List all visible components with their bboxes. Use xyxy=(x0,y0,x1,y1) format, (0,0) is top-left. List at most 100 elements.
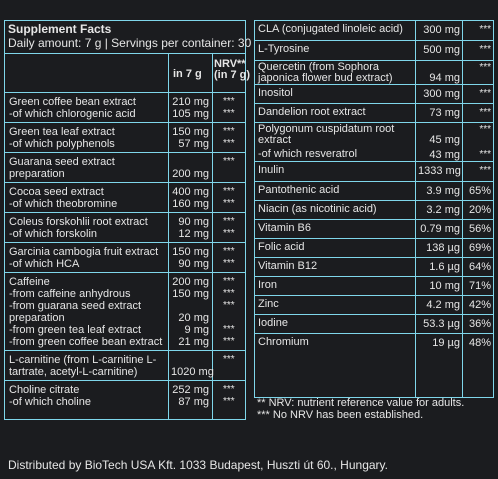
nrv-value: *** xyxy=(223,228,235,239)
nutrient-amount: 45 mg xyxy=(429,134,460,146)
nutrient-name: Vitamin B12 xyxy=(258,260,318,272)
ingredient-name: Guarana seed extract preparation xyxy=(9,156,115,180)
nutrient-amount: 73 mg xyxy=(429,107,460,119)
nrv-value: *** xyxy=(223,198,235,209)
nutrient-row: Chromium 19 µg 48% xyxy=(255,333,493,354)
nutrient-amount: 4.2 mg xyxy=(426,299,460,311)
ingredient-group: Caffeine 200 mg *** -from caffeine anhydrou… xyxy=(5,272,245,351)
ingredient-name: -of which HCA xyxy=(9,258,80,270)
nutrient-name: Inulin xyxy=(258,164,285,176)
ingredient-group: Guarana seed extract preparation 200 mg **… xyxy=(5,152,245,183)
nutrient-name: CLA (conjugated linoleic acid) xyxy=(258,23,403,35)
nutrient-row: Niacin (as nicotinic acid) 3.2 mg 20% xyxy=(255,200,493,220)
nutrient-row: Iron 10 mg 71% xyxy=(255,276,493,296)
nutrient-name: Folic acid xyxy=(258,241,305,253)
right-col-divider-2 xyxy=(462,21,463,397)
ingredient-name: Green tea leaf extract xyxy=(9,126,115,138)
ingredient-name: Green coffee bean extract xyxy=(9,96,136,108)
nrv-value: *** xyxy=(223,108,235,119)
ingredient-amount: 150 mg xyxy=(172,126,209,138)
left-col-divider-2 xyxy=(212,54,213,419)
ingredient-amount: 9 mg xyxy=(184,324,209,336)
ingredient-name: -from guarana seed extract preparation xyxy=(9,300,142,324)
col-header-nrv: NRV** (in 7 g) xyxy=(214,58,251,81)
nrv-value: *** xyxy=(223,276,235,287)
ingredient-amount: 200 mg xyxy=(172,276,209,288)
nutrient-amount: 138 µg xyxy=(426,242,460,254)
nutrient-name: Polygonum cuspidatum root extract xyxy=(258,123,395,146)
nutrient-nrv: 69% xyxy=(468,242,491,254)
nutrient-amount: 10 mg xyxy=(429,280,460,292)
nutrient-nrv: 48% xyxy=(468,337,491,349)
nutrient-nrv: *** xyxy=(479,124,491,135)
ingredient-name: Caffeine xyxy=(9,276,50,288)
nutrient-nrv: *** xyxy=(479,107,491,118)
ingredient-amount: 200 mg xyxy=(172,168,209,180)
nrv-value: *** xyxy=(223,354,235,365)
nrv-value: *** xyxy=(223,186,235,197)
nutrient-row: Dandelion root extract 73 mg *** xyxy=(255,103,493,123)
nutrient-name: Dandelion root extract xyxy=(258,106,366,118)
nutrient-name: Chromium xyxy=(258,336,309,348)
nrv-value: *** xyxy=(223,384,235,395)
nutrient-nrv: *** xyxy=(479,24,491,35)
nrv-value: *** xyxy=(223,300,235,311)
nutrient-amount: 500 mg xyxy=(423,44,460,56)
nutrient-nrv: *** xyxy=(479,44,491,55)
nutrient-nrv: 56% xyxy=(468,223,491,235)
ingredient-name: L-carnitine (from L-carnitine L-tartrate… xyxy=(9,354,157,378)
nrv-value: *** xyxy=(223,126,235,137)
nutrient-amount: 94 mg xyxy=(429,72,460,84)
ingredient-name: -of which chlorogenic acid xyxy=(9,108,136,120)
distributor-footer: Distributed by BioTech USA Kft. 1033 Bud… xyxy=(8,458,388,472)
nrv-value: *** xyxy=(223,96,235,107)
note-nrv: ** NRV: nutrient reference value for adu… xyxy=(257,397,465,409)
ingredient-amount: 150 mg xyxy=(172,288,209,300)
nutrient-row: Polygonum cuspidatum root extract 45 mg **… xyxy=(255,122,493,147)
ingredient-amount: 150 mg xyxy=(172,246,209,258)
nutrient-nrv: 36% xyxy=(468,318,491,330)
nutrient-amount: 300 mg xyxy=(423,24,460,36)
nutrient-row: Folic acid 138 µg 69% xyxy=(255,238,493,258)
ingredient-name: Choline citrate xyxy=(9,384,80,396)
nutrient-name: Vitamin B6 xyxy=(258,222,311,234)
ingredient-name: Cocoa seed extract xyxy=(9,186,104,198)
serving-info: Daily amount: 7 g | Servings per contain… xyxy=(8,36,252,50)
nutrient-nrv: *** xyxy=(479,165,491,176)
ingredient-name: -of which theobromine xyxy=(9,198,118,210)
nutrient-nrv: 71% xyxy=(468,280,491,292)
nutrient-row: Vitamin B12 1.6 µg 64% xyxy=(255,257,493,277)
nutrient-name: Iodine xyxy=(258,317,288,329)
ingredient-amount: 160 mg xyxy=(172,198,209,210)
ingredient-name: Coleus forskohlii root extract xyxy=(9,216,148,228)
nutrient-row: Quercetin (from Sophora japonica flower … xyxy=(255,60,493,85)
note-no-nrv: *** No NRV has been established. xyxy=(257,409,424,421)
ingredient-amount: 1020 mg xyxy=(171,366,214,378)
nutrient-name: Zinc xyxy=(258,298,279,310)
nutrient-amount: 43 mg xyxy=(429,149,460,161)
nutrient-nrv: *** xyxy=(479,62,491,73)
nrv-value: *** xyxy=(223,324,235,335)
nutrient-nrv: 64% xyxy=(468,261,491,273)
nutrient-name: Pantothenic acid xyxy=(258,184,340,196)
ingredient-amount: 21 mg xyxy=(178,336,209,348)
ingredient-name: -of which polyphenols xyxy=(9,138,115,150)
nrv-value: *** xyxy=(223,258,235,269)
nutrient-row: -of which resveratrol 43 mg *** xyxy=(255,146,493,162)
right-col-divider-1 xyxy=(415,21,416,397)
nutrient-row: L-Tyrosine 500 mg *** xyxy=(255,40,493,61)
nrv-value: *** xyxy=(223,336,235,347)
nrv-value: *** xyxy=(223,396,235,407)
nutrient-name: Iron xyxy=(258,279,277,291)
ingredient-amount: 252 mg xyxy=(172,384,209,396)
ingredient-group: L-carnitine (from L-carnitine L-tartrate… xyxy=(5,350,245,381)
nrv-notes: ** NRV: nutrient reference value for adu… xyxy=(257,397,464,421)
nutrient-amount: 1333 mg xyxy=(418,165,461,177)
left-table: in 7 g NRV** (in 7 g) Green coffee bean e… xyxy=(4,53,250,420)
ingredient-name: -from caffeine anhydrous xyxy=(9,288,131,300)
nutrient-nrv: *** xyxy=(479,88,491,99)
nutrient-row: Inositol 300 mg *** xyxy=(255,84,493,104)
ingredient-name: Garcinia cambogia fruit extract xyxy=(9,246,159,258)
ingredient-amount: 57 mg xyxy=(178,138,209,150)
nutrient-name: Quercetin (from Sophora japonica flower … xyxy=(258,61,393,84)
